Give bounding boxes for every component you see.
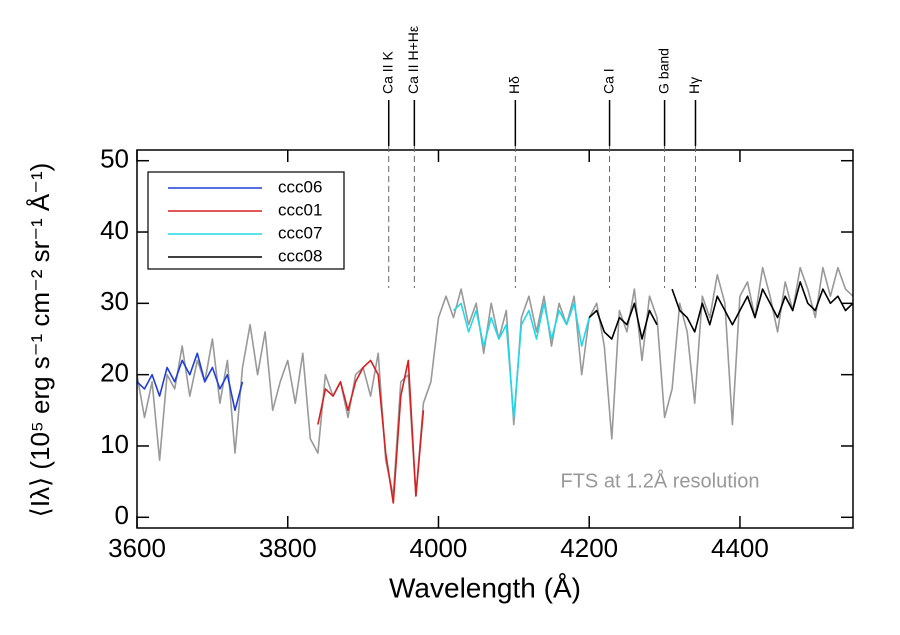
y-tick-label: 50 <box>100 144 129 174</box>
spectrum-line <box>136 352 244 412</box>
legend-label: ccc07 <box>278 223 322 242</box>
spectrum-line <box>588 281 854 340</box>
x-tick-label: 4000 <box>410 533 468 563</box>
line-label: Ca I <box>600 68 616 94</box>
y-tick-label: 30 <box>100 286 129 316</box>
x-axis-label: Wavelength (Å) <box>389 572 581 603</box>
legend-label: ccc01 <box>278 200 322 219</box>
x-tick-label: 3800 <box>259 533 317 563</box>
spectrum-line <box>452 302 590 419</box>
y-tick-label: 40 <box>100 215 129 245</box>
line-label: Ca II H+Hε <box>405 26 421 94</box>
x-tick-label: 4200 <box>560 533 618 563</box>
legend-label: ccc06 <box>278 177 322 196</box>
note: FTS at 1.2Å resolution <box>561 469 760 492</box>
legend-label: ccc08 <box>278 246 322 265</box>
spectrum-line <box>317 359 425 504</box>
y-tick-label: 10 <box>100 429 129 459</box>
x-tick-label: 4400 <box>711 533 769 563</box>
line-label: G band <box>655 48 671 94</box>
plot-frame <box>136 149 854 529</box>
line-label: Hδ <box>506 76 522 94</box>
y-tick-label: 20 <box>100 358 129 388</box>
y-axis-label: ⟨Iλ⟩ (10⁵ erg s⁻¹ cm⁻² sr⁻¹ Å⁻¹) <box>25 163 55 518</box>
y-tick-label: 0 <box>115 500 129 530</box>
line-label: Ca II K <box>379 51 395 94</box>
line-label: Hγ <box>686 77 702 94</box>
x-tick-label: 3600 <box>108 533 166 563</box>
spectrum-line <box>136 266 854 497</box>
